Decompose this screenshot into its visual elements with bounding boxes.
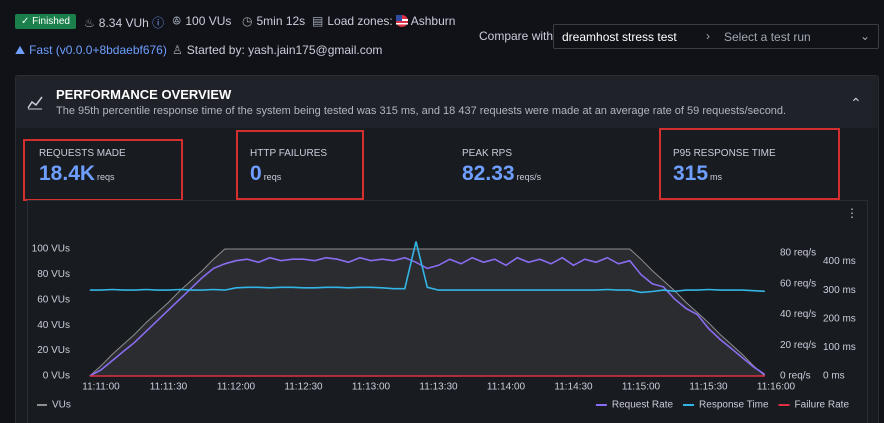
y-tick-label: 300 ms bbox=[823, 285, 856, 296]
stat-unit: ms bbox=[710, 172, 723, 182]
y-tick-label: 80 req/s bbox=[780, 248, 816, 259]
stat-label: PEAK RPS bbox=[462, 148, 513, 159]
vus-text: 100 VUs bbox=[185, 14, 232, 28]
legend-label: Response Time bbox=[699, 400, 769, 411]
compare-placeholder[interactable]: Select a test run bbox=[724, 30, 811, 44]
x-tick-label: 11:16:00 bbox=[757, 382, 796, 393]
series-line bbox=[89, 241, 765, 294]
started-by-text: Started by: yash.jain175@gmail.com bbox=[186, 43, 383, 57]
x-tick-label: 11:13:30 bbox=[419, 382, 458, 393]
overview-header[interactable] bbox=[16, 76, 877, 128]
stat-value: 18.4K bbox=[39, 162, 96, 185]
x-tick-label: 11:13:00 bbox=[352, 382, 391, 393]
overview-description: The 95th percentile response time of the… bbox=[56, 105, 787, 117]
y-tick-label: 100 ms bbox=[823, 342, 856, 353]
compare-label: Compare with bbox=[479, 29, 554, 43]
series-line bbox=[89, 256, 766, 377]
stat-label: P95 RESPONSE TIME bbox=[673, 148, 776, 159]
highlight-box bbox=[236, 130, 364, 200]
x-tick-label: 11:11:30 bbox=[150, 382, 188, 393]
started-by: ♙ Started by: yash.jain175@gmail.com bbox=[172, 43, 383, 57]
x-tick-label: 11:12:00 bbox=[217, 382, 256, 393]
y-tick-label: 100 VUs bbox=[32, 244, 70, 255]
status-text: Finished bbox=[32, 16, 70, 27]
stat: PEAK RPS 82.33 reqs/s bbox=[462, 148, 541, 186]
version[interactable]: ⛰ Fast (v0.0.0+8bdaebf676) bbox=[15, 43, 167, 57]
stat-value: 315 bbox=[673, 162, 709, 185]
y-tick-label: 20 req/s bbox=[780, 340, 816, 351]
y-tick-label: 400 ms bbox=[823, 256, 856, 267]
x-tick-label: 11:15:00 bbox=[622, 382, 661, 393]
stat-value: 82.33 bbox=[462, 162, 515, 185]
highlight-box bbox=[659, 128, 840, 200]
load-zones: ▤ Load zones: Ashburn bbox=[312, 14, 456, 28]
legend-label: Failure Rate bbox=[795, 400, 850, 411]
flag-icon bbox=[396, 15, 409, 27]
stat-unit: reqs bbox=[263, 172, 282, 182]
y-tick-label: 0 req/s bbox=[780, 371, 811, 382]
y-tick-label: 40 VUs bbox=[37, 320, 70, 331]
stat-label: HTTP FAILURES bbox=[250, 148, 328, 159]
stat-value: 0 bbox=[250, 162, 262, 185]
compare-test[interactable]: dreamhost stress test bbox=[562, 30, 677, 44]
x-tick-label: 11:15:30 bbox=[689, 382, 728, 393]
stat: HTTP FAILURES 0 reqs bbox=[250, 148, 327, 186]
x-tick-label: 11:12:30 bbox=[284, 382, 323, 393]
panel-menu[interactable]: ⋮ bbox=[846, 206, 858, 220]
load-zone[interactable]: Ashburn bbox=[410, 14, 456, 28]
y-tick-label: 200 ms bbox=[823, 313, 856, 324]
x-tick-label: 11:14:30 bbox=[554, 382, 593, 393]
y-tick-label: 80 VUs bbox=[37, 269, 70, 280]
x-tick-label: 11:11:00 bbox=[82, 382, 120, 393]
stat: P95 RESPONSE TIME 315 ms bbox=[673, 148, 776, 186]
duration: ◷ 5min 12s bbox=[242, 14, 306, 28]
y-tick-label: 20 VUs bbox=[37, 345, 70, 356]
area bbox=[89, 249, 765, 376]
load-zones-label: Load zones: bbox=[327, 14, 393, 28]
vus: ꔮ 100 VUs bbox=[172, 14, 232, 28]
stat-label: REQUESTS MADE bbox=[39, 148, 126, 159]
y-tick-label: 60 VUs bbox=[37, 294, 70, 305]
version-text[interactable]: Fast (v0.0.0+8bdaebf676) bbox=[29, 43, 167, 57]
y-tick-label: 60 req/s bbox=[780, 278, 816, 289]
overview-title: PERFORMANCE OVERVIEW bbox=[56, 87, 232, 102]
collapse-toggle[interactable]: ⌃ bbox=[850, 95, 862, 111]
legend-label: Request Rate bbox=[612, 400, 674, 411]
y-tick-label: 0 ms bbox=[823, 371, 845, 382]
legend-label: VUs bbox=[52, 400, 71, 411]
stat-unit: reqs/s bbox=[516, 172, 542, 182]
y-tick-label: 0 VUs bbox=[43, 371, 70, 382]
chart-icon bbox=[27, 96, 43, 110]
vuh: ♨ 8.34 VUh ⓘ bbox=[84, 16, 165, 30]
status-badge: ✓ Finished bbox=[15, 13, 76, 29]
vuh-text: 8.34 VUh bbox=[98, 16, 149, 30]
stat-unit: reqs bbox=[97, 172, 115, 182]
duration-text: 5min 12s bbox=[256, 14, 306, 28]
stat: REQUESTS MADE 18.4K reqs bbox=[39, 148, 126, 186]
compare-select[interactable]: dreamhost stress test › Select a test ru… bbox=[553, 24, 879, 49]
series-line bbox=[89, 248, 766, 377]
x-tick-label: 11:14:00 bbox=[487, 382, 526, 393]
y-tick-label: 40 req/s bbox=[780, 309, 816, 320]
